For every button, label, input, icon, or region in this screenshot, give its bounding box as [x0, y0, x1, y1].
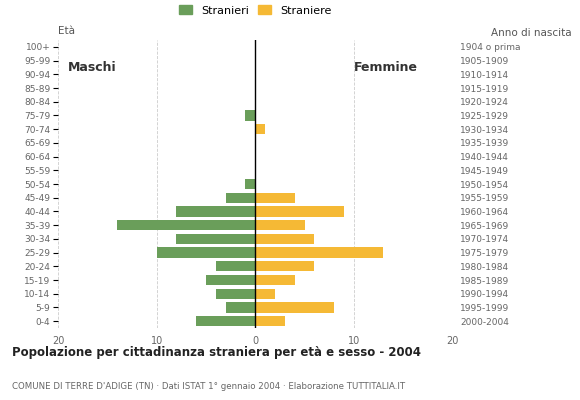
Bar — [255, 192, 295, 203]
Bar — [157, 248, 255, 258]
Text: Popolazione per cittadinanza straniera per età e sesso - 2004: Popolazione per cittadinanza straniera p… — [12, 346, 420, 359]
Bar — [176, 234, 255, 244]
Bar — [255, 234, 314, 244]
Bar — [255, 220, 304, 230]
Bar — [255, 302, 334, 312]
Bar — [255, 288, 275, 299]
Bar — [255, 124, 265, 134]
Bar — [216, 261, 255, 272]
Bar — [117, 220, 255, 230]
Bar — [226, 192, 255, 203]
Text: Età: Età — [58, 26, 75, 36]
Text: Femmine: Femmine — [354, 61, 418, 74]
Legend: Stranieri, Straniere: Stranieri, Straniere — [179, 5, 332, 16]
Bar — [196, 316, 255, 326]
Bar — [216, 288, 255, 299]
Bar — [226, 302, 255, 312]
Bar — [245, 110, 255, 120]
Text: Maschi: Maschi — [68, 61, 117, 74]
Bar — [255, 316, 285, 326]
Bar — [255, 261, 314, 272]
Bar — [255, 206, 344, 216]
Bar — [245, 179, 255, 189]
Bar — [176, 206, 255, 216]
Bar — [206, 275, 255, 285]
Text: Anno di nascita: Anno di nascita — [491, 28, 571, 38]
Bar — [255, 248, 383, 258]
Bar — [255, 275, 295, 285]
Text: COMUNE DI TERRE D'ADIGE (TN) · Dati ISTAT 1° gennaio 2004 · Elaborazione TUTTITA: COMUNE DI TERRE D'ADIGE (TN) · Dati ISTA… — [12, 382, 405, 391]
